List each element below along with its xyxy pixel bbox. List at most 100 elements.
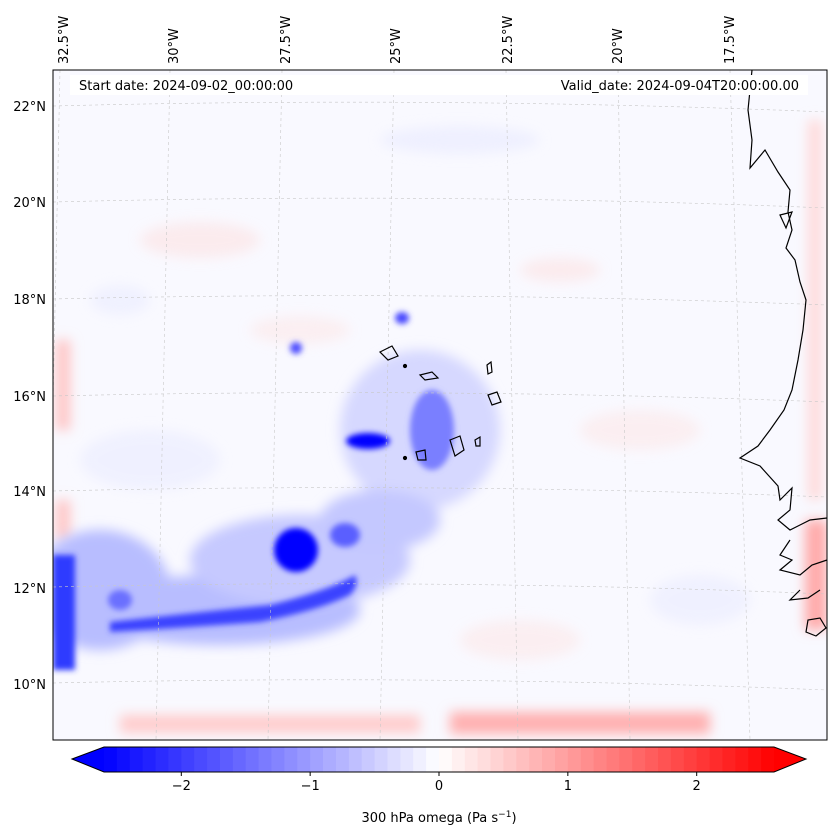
colorbar-cell <box>400 747 414 772</box>
colorbar-cell <box>554 747 569 772</box>
cape-verde-islands <box>378 345 502 461</box>
colorbar-cell <box>232 747 247 772</box>
colorbar-cell <box>284 747 298 772</box>
colorbar-cell <box>207 747 221 772</box>
colorbar-cell <box>658 747 672 772</box>
colorbar-cell <box>748 747 762 772</box>
latitude-labels: 22°N 20°N 18°N 16°N 14°N 12°N 10°N <box>13 100 46 693</box>
map-panel: Start date: 2024-09-02_00:00:00 Valid_da… <box>52 69 828 741</box>
colorbar-cell <box>529 747 543 772</box>
lat-label: 18°N <box>13 293 46 308</box>
colorbar-cell <box>464 747 479 772</box>
colorbar-cell <box>168 747 182 772</box>
colorbar-cell <box>181 747 195 772</box>
lon-label: 30°W <box>167 28 182 64</box>
lon-label: 27.5°W <box>279 16 294 64</box>
coastline <box>738 69 828 637</box>
lat-label: 22°N <box>13 100 46 115</box>
colorbar-cell <box>670 747 685 772</box>
colorbar-extend-max <box>774 747 806 772</box>
island-brava <box>402 455 408 461</box>
colorbar-cell <box>606 747 620 772</box>
colorbar-cell <box>297 747 311 772</box>
date-annotation-box <box>70 75 808 95</box>
colorbar-tick-label: −1 <box>301 779 320 794</box>
colorbar-cell <box>116 747 131 772</box>
start-date-label: Start date: 2024-09-02_00:00:00 <box>79 79 293 94</box>
colorbar-cell <box>696 747 711 772</box>
colorbar-ticks: −2 −1 0 1 2 <box>172 772 701 794</box>
colorbar: −2 −1 0 1 2 300 hPa omega (Pa s−1) <box>70 746 808 826</box>
canary-island <box>779 211 793 230</box>
colorbar-cell <box>477 747 492 772</box>
map-frame <box>52 69 828 741</box>
lat-label: 20°N <box>13 196 46 211</box>
colorbar-cell <box>503 747 517 772</box>
colorbar-cell <box>104 747 118 772</box>
colorbar-cell <box>735 747 749 772</box>
lat-label: 14°N <box>13 485 46 500</box>
colorbar-cell <box>542 747 556 772</box>
lon-label: 25°W <box>389 28 404 64</box>
island-santa-luzia <box>402 363 408 369</box>
lon-label: 20°W <box>611 28 626 64</box>
colorbar-cell <box>593 747 608 772</box>
lon-label: 32.5°W <box>57 16 72 64</box>
guinea-coastline <box>778 539 828 576</box>
colorbar-cell <box>219 747 234 772</box>
island-sao-nicolau <box>418 371 440 381</box>
island-maio <box>474 435 481 447</box>
colorbar-cells <box>104 747 775 772</box>
colorbar-cell <box>361 747 376 772</box>
colorbar-cell <box>194 747 208 772</box>
colorbar-tick-label: 0 <box>435 779 443 794</box>
colorbar-extend-min <box>72 747 104 772</box>
island-fogo <box>415 449 427 461</box>
graticule <box>53 70 827 740</box>
colorbar-cell <box>567 747 582 772</box>
colorbar-cell <box>580 747 595 772</box>
colorbar-cell <box>683 747 698 772</box>
island-boa-vista <box>487 391 502 406</box>
colorbar-tick-label: 1 <box>564 779 572 794</box>
colorbar-cell <box>645 747 659 772</box>
colorbar-cell <box>722 747 736 772</box>
colorbar-cell <box>387 747 401 772</box>
lon-label: 22.5°W <box>501 16 516 64</box>
colorbar-label: 300 hPa omega (Pa s−1) <box>361 810 516 826</box>
longitude-labels: 32.5°W 30°W 27.5°W 25°W 22.5°W 20°W 17.5… <box>57 16 738 64</box>
colorbar-cell <box>310 747 324 772</box>
colorbar-cell <box>516 747 530 772</box>
colorbar-cell <box>632 747 646 772</box>
colorbar-cell <box>155 747 170 772</box>
colorbar-cell <box>619 747 633 772</box>
colorbar-cell <box>142 747 157 772</box>
island-santiago <box>449 435 465 457</box>
colorbar-cell <box>323 747 337 772</box>
colorbar-cell <box>335 747 350 772</box>
lat-label: 16°N <box>13 390 46 405</box>
colorbar-cell <box>348 747 363 772</box>
island-sal <box>486 360 493 375</box>
colorbar-tick-label: 2 <box>693 779 701 794</box>
colorbar-cell <box>245 747 260 772</box>
bissagos-island <box>805 617 827 637</box>
colorbar-cell <box>413 747 427 772</box>
colorbar-cell <box>761 747 775 772</box>
colorbar-cell <box>129 747 144 772</box>
colorbar-cell <box>374 747 389 772</box>
colorbar-cell <box>709 747 724 772</box>
omega-field <box>53 120 827 734</box>
lon-label: 17.5°W <box>723 16 738 64</box>
colorbar-outline <box>70 746 808 773</box>
colorbar-cell <box>451 747 466 772</box>
lat-label: 12°N <box>13 582 46 597</box>
colorbar-cell <box>271 747 285 772</box>
colorbar-cell <box>258 747 273 772</box>
island-santo-antao <box>378 345 399 361</box>
valid-date-label: Valid_date: 2024-09-04T20:00:00.00 <box>561 79 799 94</box>
africa-coastline <box>738 69 828 531</box>
colorbar-cell <box>439 747 453 772</box>
lat-label: 10°N <box>13 678 46 693</box>
